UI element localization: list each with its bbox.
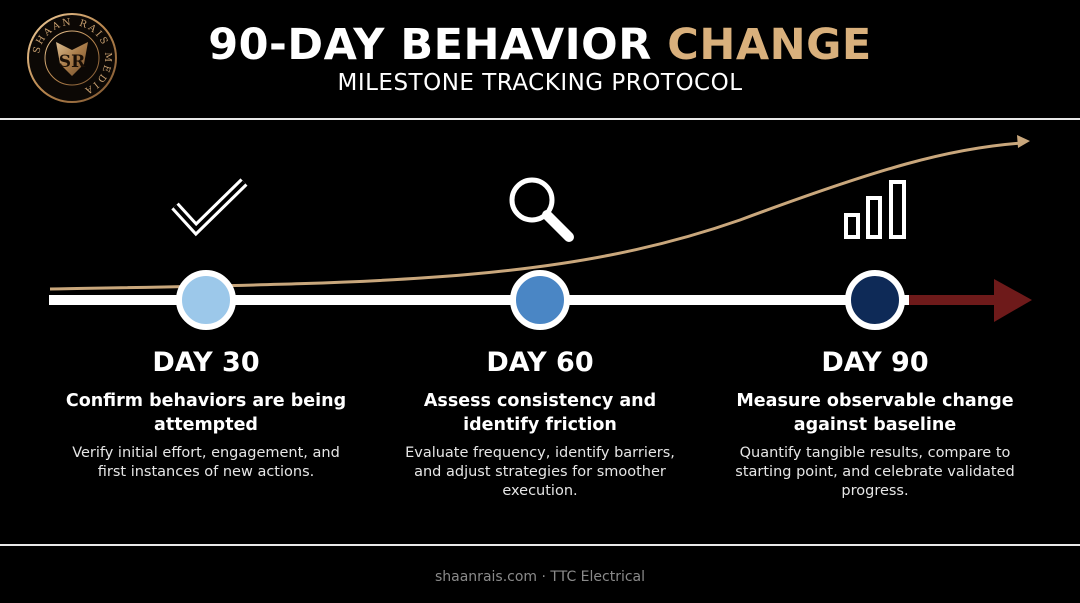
brand-emblem-icon — [56, 42, 88, 76]
milestone-headline-90: Measure observable change against baseli… — [736, 391, 1014, 435]
brand-monogram: SR — [59, 52, 86, 72]
milestone-headline-60: Assess consistency and identify friction — [423, 391, 657, 435]
title-accent: CHANGE — [667, 20, 872, 70]
page-title: 90-DAY BEHAVIOR CHANGE — [0, 18, 1080, 72]
page-subtitle: MILESTONE TRACKING PROTOCOL — [337, 70, 743, 96]
checkmark-icon — [173, 180, 246, 232]
milestone-node-30 — [176, 270, 236, 330]
bottom-divider — [0, 544, 1080, 546]
bar-chart-bar-2 — [866, 196, 882, 239]
trend-curve — [49, 141, 1023, 291]
milestone-day-30: DAY 30 — [152, 347, 260, 378]
milestone-desc-30: Verify initial effort, engagement, and f… — [72, 445, 340, 480]
milestone-node-90 — [845, 270, 905, 330]
milestone-desc-90: Quantify tangible results, compare to st… — [735, 445, 1015, 499]
timeline-line — [49, 295, 909, 305]
title-main: 90-DAY BEHAVIOR — [208, 20, 652, 70]
top-divider — [0, 118, 1080, 120]
bar-chart-bar-3 — [889, 180, 906, 239]
milestone-day-60: DAY 60 — [486, 347, 594, 378]
magnifier-icon — [509, 177, 555, 223]
milestone-node-60 — [510, 270, 570, 330]
footer-text: shaanrais.com · TTC Electrical — [434, 569, 646, 585]
timeline-arrow-head-icon — [994, 279, 1032, 322]
milestone-day-90: DAY 90 — [821, 347, 929, 378]
milestone-headline-30: Confirm behaviors are being attempted — [65, 391, 347, 435]
magnifier-handle — [542, 210, 574, 242]
brand-logo: SHAAN RAIS MEDIA SR — [27, 13, 117, 103]
timeline-arrow-shaft — [900, 295, 1000, 305]
trend-arrow-head-icon — [1017, 135, 1030, 148]
milestone-desc-60: Evaluate frequency, identify barriers, a… — [405, 445, 675, 499]
bar-chart-icon — [844, 213, 860, 239]
